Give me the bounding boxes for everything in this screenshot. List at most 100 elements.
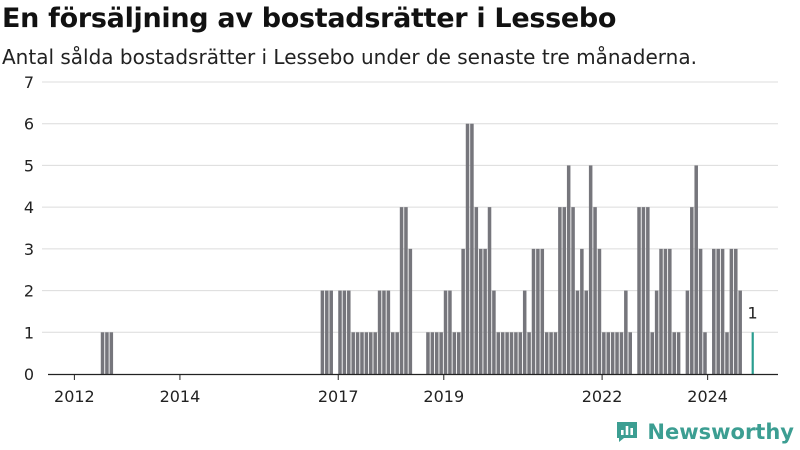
bar (628, 332, 632, 374)
bar (470, 123, 474, 374)
bar (434, 332, 439, 374)
x-axis (48, 373, 778, 380)
y-tick-label: 0 (24, 365, 34, 384)
bar (500, 332, 505, 374)
y-tick-label: 1 (24, 323, 34, 342)
x-tick-label: 2014 (160, 387, 201, 406)
bar (347, 290, 351, 374)
bar (672, 332, 676, 374)
bar (602, 332, 606, 374)
chart-title: En försäljning av bostadsrätter i Lesseb… (2, 3, 617, 34)
bar (404, 207, 408, 374)
y-tick-label: 5 (24, 156, 34, 175)
bar (646, 207, 650, 374)
bar (364, 332, 369, 374)
y-tick-label: 3 (24, 240, 34, 259)
y-axis-tick-labels: 0 1 2 3 4 5 6 7 (24, 73, 34, 384)
y-tick-label: 4 (24, 198, 34, 217)
bar (619, 332, 624, 374)
bar (487, 207, 492, 374)
bars (100, 123, 754, 374)
bar (448, 290, 452, 374)
bar (580, 248, 584, 374)
bar (558, 207, 562, 374)
x-tick-label: 2012 (54, 387, 95, 406)
bar (518, 332, 523, 374)
bar (360, 332, 364, 374)
bar (676, 332, 681, 374)
bar (685, 290, 690, 374)
bar (615, 332, 619, 374)
x-tick-label: 2024 (687, 387, 728, 406)
x-axis-tick-labels: 2012 2014 2017 2019 2022 2024 (54, 387, 728, 406)
bar (439, 332, 443, 374)
bar (531, 248, 536, 374)
bar (549, 332, 553, 374)
bar (369, 332, 373, 374)
bar (610, 332, 615, 374)
bar (474, 207, 479, 374)
data-label-highlight: 1 (748, 303, 758, 322)
bar (668, 248, 672, 374)
y-tick-label: 6 (24, 115, 34, 134)
bar (690, 207, 694, 374)
bar (377, 290, 382, 374)
bar (105, 332, 109, 374)
bar (566, 165, 571, 374)
bar (729, 248, 734, 374)
bar (505, 332, 509, 374)
bar (109, 332, 114, 374)
x-tick-label: 2017 (318, 387, 359, 406)
x-tick-label: 2019 (423, 387, 464, 406)
bar (351, 332, 355, 374)
bar (716, 248, 720, 374)
bar (588, 165, 593, 374)
bar (654, 290, 659, 374)
bar (624, 290, 628, 374)
bar (355, 332, 360, 374)
bar (443, 290, 448, 374)
bar (399, 207, 404, 374)
bar (386, 290, 391, 374)
bar (342, 290, 347, 374)
bar (514, 332, 518, 374)
bar (659, 248, 663, 374)
brand-name: Newsworthy (647, 420, 794, 444)
newsworthy-logo-icon (617, 422, 638, 442)
bar (430, 332, 435, 374)
bar (338, 290, 342, 374)
y-tick-label: 2 (24, 282, 34, 301)
bar (637, 207, 641, 374)
bar (544, 332, 549, 374)
bar (703, 332, 707, 374)
bar (536, 248, 540, 374)
bar (329, 290, 333, 374)
bar (734, 248, 738, 374)
bar (496, 332, 501, 374)
x-tick-label: 2022 (582, 387, 623, 406)
bar (694, 165, 698, 374)
bar (712, 248, 716, 374)
bar (456, 332, 461, 374)
bar (575, 290, 580, 374)
bar (461, 248, 465, 374)
bar-highlight (751, 332, 754, 374)
bar (738, 290, 742, 374)
bar (395, 332, 399, 374)
bar (562, 207, 567, 374)
data-labels: 1 (748, 303, 758, 322)
brand-logo: Newsworthy (615, 420, 794, 444)
bar (452, 332, 457, 374)
bar (509, 332, 514, 374)
bar (408, 248, 413, 374)
bar (320, 290, 325, 374)
bar (492, 290, 496, 374)
bar (725, 332, 729, 374)
chart-subtitle: Antal sålda bostadsrätter i Lessebo unde… (2, 45, 697, 69)
y-tick-label: 7 (24, 73, 34, 92)
bar (540, 248, 545, 374)
bar (527, 332, 531, 374)
bar (373, 332, 377, 374)
bar (553, 332, 558, 374)
bar (391, 332, 395, 374)
